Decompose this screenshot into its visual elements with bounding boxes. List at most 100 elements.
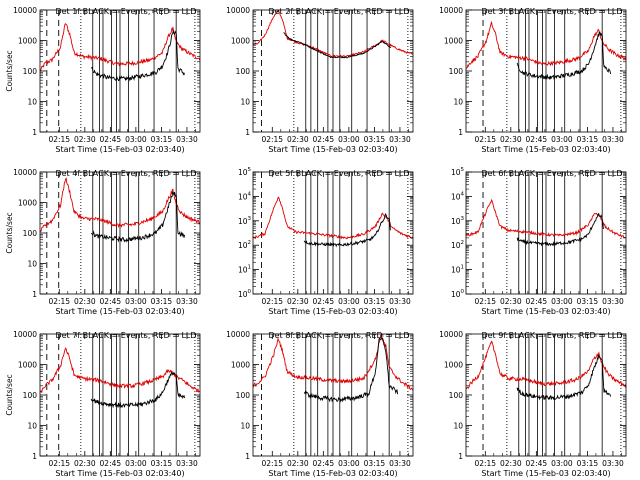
y-tick-label: 102 [451,240,464,250]
x-tick-label: 02:30 [500,459,522,468]
series-black-line [516,31,612,80]
y-tick-label: 1000 [18,361,37,370]
x-axis-label: Start Time (15-Feb-03 02:03:40) [268,145,397,154]
series-black-line [90,30,186,82]
x-tick-label: 02:15 [261,459,283,468]
x-tick-label: 02:15 [261,135,283,144]
x-tick-label: 02:15 [474,135,496,144]
y-tick-label: 10 [453,98,463,107]
x-tick-label: 02:30 [287,459,309,468]
series-black-line [90,371,186,409]
x-tick-label: 03:15 [364,459,386,468]
y-axis-label: Counts/sec [5,50,14,91]
x-tick-label: 02:45 [526,135,548,144]
x-tick-label: 03:00 [551,459,573,468]
plot-area [40,334,200,456]
x-axis-label: Start Time (15-Feb-03 02:03:40) [55,307,184,316]
x-tick-label: 03:30 [602,297,624,306]
y-tick-label: 10000 [13,168,37,177]
y-tick-label: 10 [27,422,37,431]
x-tick-label: 02:30 [74,459,96,468]
chart-panel-det-2: 1 10 100 1000 10000 02:15 02:30 02:45 03:00 03:15… [226,6,414,154]
x-tick-label: 03:15 [151,459,173,468]
y-tick-label: 1000 [444,361,463,370]
y-tick-label: 1 [245,128,250,137]
y-tick-label: 105 [238,167,252,177]
chart-panel-det-4: 1 10 100 1000 10000 02:15 02:30 02:45 03:00 03:15… [5,168,201,316]
x-tick-label: 03:15 [364,135,386,144]
x-tick-label: 03:15 [577,459,599,468]
x-tick-label: 02:15 [474,459,496,468]
x-tick-label: 02:45 [526,459,548,468]
y-tick-label: 10000 [439,6,463,15]
y-tick-label: 100 [449,391,464,400]
plot-area [466,172,626,294]
x-tick-label: 03:00 [338,135,360,144]
plot-area [253,10,413,132]
x-tick-label: 03:30 [602,135,624,144]
y-tick-label: 103 [238,216,252,226]
series-black-line [90,191,186,243]
y-tick-label: 100 [236,391,251,400]
chart-title: Det 8f BLACK = Events, RED = LLD [268,331,409,340]
x-tick-label: 03:30 [602,459,624,468]
y-tick-label: 1000 [231,361,250,370]
y-tick-label: 105 [451,167,465,177]
y-tick-label: 10 [453,422,463,431]
chart-title: Det 7f BLACK = Events, RED = LLD [55,331,196,340]
plot-frame [252,171,414,295]
x-tick-label: 02:30 [74,135,96,144]
y-tick-label: 1 [245,452,250,461]
chart-panel-det-5: 100 101 102 103 104 105 02:15 02:30 02:45 03:00 03… [238,167,414,316]
y-tick-label: 10 [27,98,37,107]
x-tick-label: 03:00 [125,297,147,306]
series-red-line [253,334,413,391]
x-tick-label: 03:15 [364,297,386,306]
x-tick-label: 02:30 [500,297,522,306]
y-tick-label: 100 [451,289,465,299]
x-tick-label: 03:00 [125,135,147,144]
y-tick-label: 104 [451,191,465,201]
x-tick-label: 03:00 [551,297,573,306]
series-red-line [253,10,413,59]
x-tick-label: 02:30 [287,135,309,144]
y-tick-label: 10 [27,260,37,269]
x-tick-label: 03:15 [151,135,173,144]
x-axis-label: Start Time (15-Feb-03 02:03:40) [268,469,397,478]
series-black-line [516,212,604,247]
x-tick-label: 03:15 [577,135,599,144]
y-axis-label: Counts/sec [5,212,14,253]
y-tick-label: 1 [32,452,37,461]
y-tick-label: 102 [238,240,251,250]
plot-area [253,172,413,294]
x-tick-label: 02:15 [261,297,283,306]
y-tick-label: 10000 [13,330,37,339]
y-tick-label: 100 [23,391,38,400]
x-tick-label: 02:30 [74,297,96,306]
x-tick-label: 02:45 [313,459,335,468]
plot-area [466,334,626,456]
plot-frame [465,171,627,295]
y-tick-label: 10 [240,98,250,107]
x-axis-label: Start Time (15-Feb-03 02:03:40) [55,145,184,154]
y-tick-label: 1 [32,290,37,299]
x-tick-label: 02:15 [48,459,70,468]
series-black-line [303,337,399,404]
y-tick-label: 10000 [226,330,250,339]
x-tick-label: 02:15 [48,135,70,144]
x-axis-label: Start Time (15-Feb-03 02:03:40) [481,145,610,154]
y-tick-label: 100 [449,67,464,76]
x-tick-label: 02:45 [313,297,335,306]
y-tick-label: 101 [238,265,251,275]
y-tick-label: 100 [23,229,38,238]
plot-area [253,334,413,456]
x-tick-label: 03:00 [338,459,360,468]
x-axis-label: Start Time (15-Feb-03 02:03:40) [55,469,184,478]
x-axis-label: Start Time (15-Feb-03 02:03:40) [481,307,610,316]
x-tick-label: 02:30 [500,135,522,144]
series-black-line [303,212,391,248]
chart-title: Det 5f BLACK = Events, RED = LLD [268,169,409,178]
y-tick-label: 1000 [444,37,463,46]
x-tick-label: 02:15 [48,297,70,306]
